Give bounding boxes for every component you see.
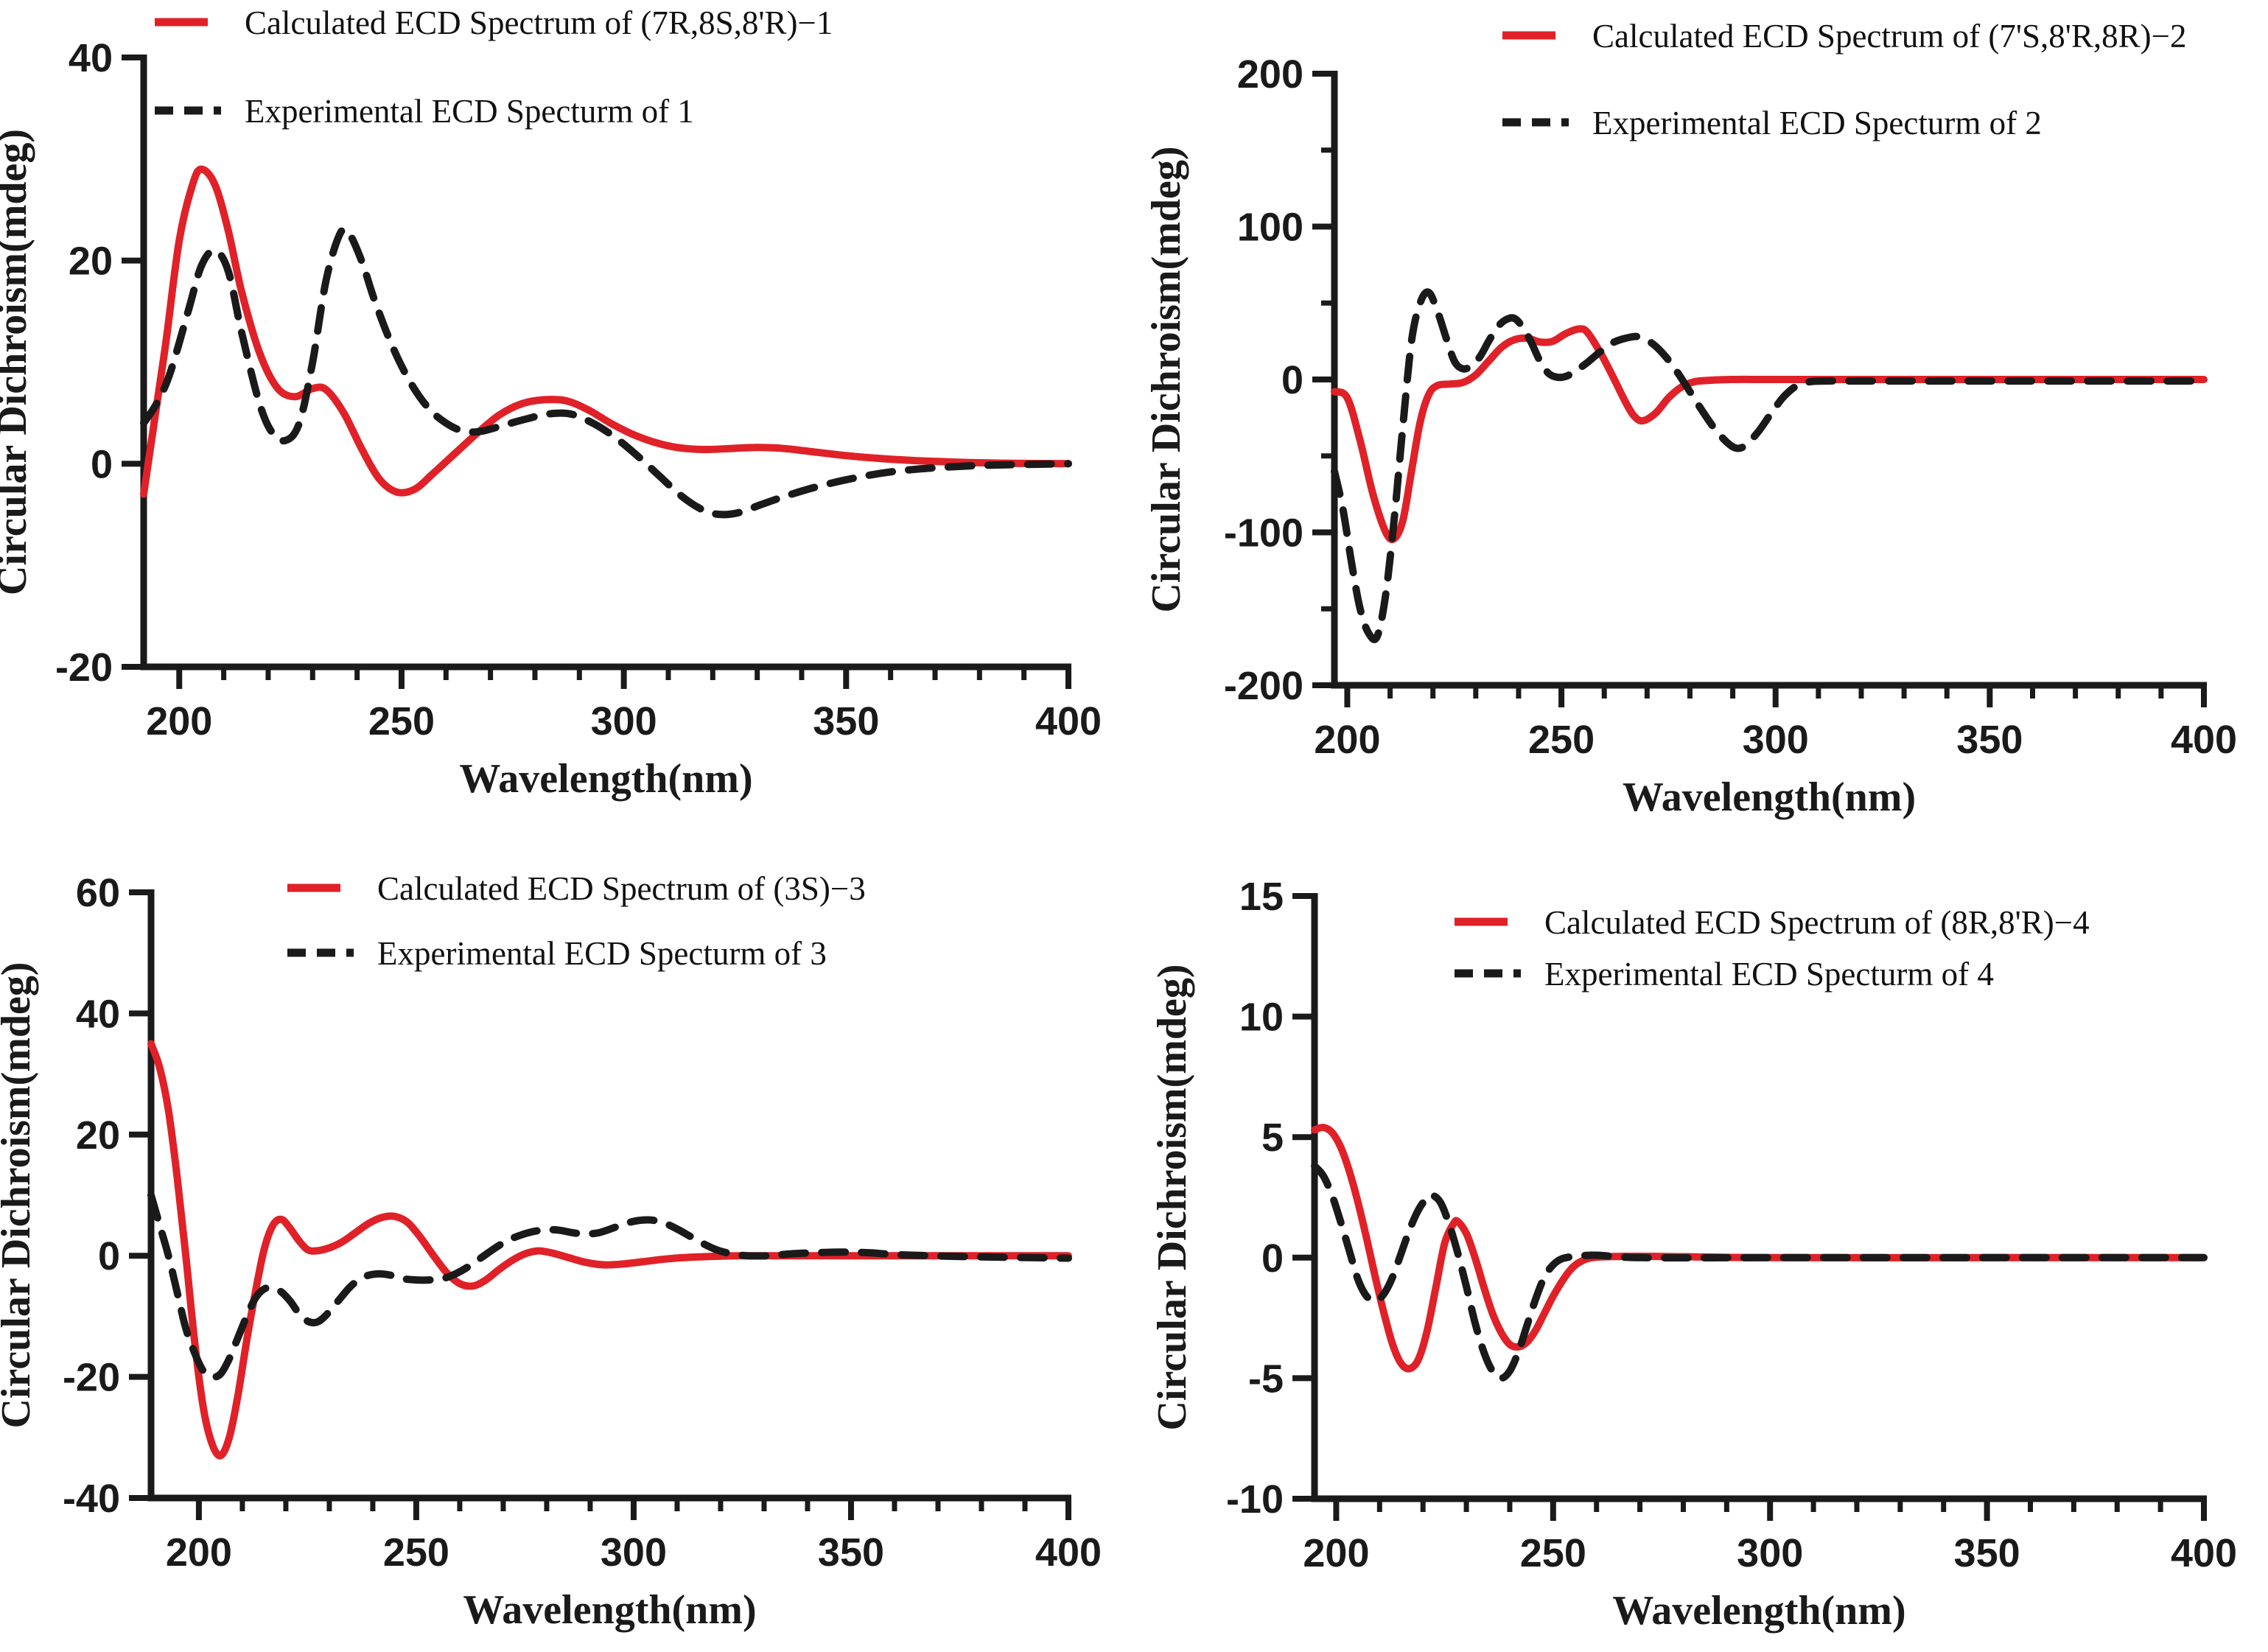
series-experimental — [1331, 288, 2208, 643]
x-tick-label: 350 — [818, 1530, 884, 1575]
y-tick-label: 0 — [1281, 358, 1303, 402]
x-tick-label: 200 — [1314, 718, 1380, 762]
x-tick-label: 300 — [1737, 1531, 1803, 1575]
y-tick-label: -20 — [63, 1356, 120, 1400]
y-tick-label: 20 — [76, 1113, 120, 1158]
y-tick-label: 10 — [1239, 995, 1284, 1040]
y-tick-label: 5 — [1261, 1116, 1284, 1160]
y-tick-label: -20 — [55, 645, 113, 690]
y-tick-label: -200 — [1224, 664, 1303, 708]
x-tick-label: 400 — [1035, 699, 1102, 743]
y-tick-label: 40 — [69, 36, 113, 80]
x-tick-label: 300 — [1743, 718, 1809, 762]
y-tick-label: 60 — [76, 871, 120, 915]
y-tick-label: -40 — [63, 1477, 120, 1521]
series-calculated — [1311, 1124, 2208, 1373]
x-tick-label: 250 — [1520, 1531, 1586, 1575]
x-tick-label: 400 — [2171, 1531, 2237, 1575]
y-tick-label: 15 — [1239, 875, 1284, 919]
x-tick-label: 250 — [383, 1530, 449, 1575]
ecd-chart-4: 200 250 300 350 400 15 10 5 0 -5 -10 Wavelength(nm)… — [1149, 875, 2237, 1634]
x-axis-label: Wavelength(nm) — [463, 1587, 756, 1633]
legend-label-experimental: Experimental ECD Specturm of 1 — [245, 93, 694, 130]
x-tick-label: 250 — [368, 699, 435, 743]
x-tick-label: 200 — [166, 1530, 232, 1575]
x-tick-label: 400 — [1035, 1530, 1102, 1575]
y-tick-label: 0 — [91, 442, 113, 486]
y-tick-label: -10 — [1226, 1477, 1284, 1522]
ecd-panel-3: 200 250 300 350 400 60 40 20 0 -20 -40 Wavelength(n… — [0, 826, 1134, 1652]
y-tick-label: -5 — [1248, 1357, 1284, 1401]
ecd-panel-2: 200 250 300 350 400 200 100 0 -100 -200 Wavelength… — [1134, 0, 2268, 826]
series-experimental — [147, 1191, 1072, 1381]
legend-label-experimental: Experimental ECD Specturm of 2 — [1592, 105, 2042, 141]
ecd-chart-3: 200 250 300 350 4006040200-20-40Wavelength(n… — [0, 870, 1102, 1633]
series-experimental — [1311, 1162, 2208, 1382]
ecd-panel-4: 200 250 300 350 400 15 10 5 0 -5 -10 Wavelength(nm)… — [1134, 826, 2268, 1652]
x-tick-label: 250 — [1528, 718, 1595, 762]
x-tick-label: 350 — [1954, 1531, 2020, 1575]
legend-label-experimental: Experimental ECD Specturm of 3 — [377, 935, 827, 972]
ecd-chart-1: 200 250 300 350 40040200-20Wavelength(nm)Cir… — [0, 4, 1102, 802]
y-axis-label: Circular Dichroism(mdeg) — [1149, 964, 1195, 1430]
ecd-chart-2: 200 250 300 350 400 200 100 0 -100 -200 Wavelength… — [1144, 18, 2237, 820]
x-tick-label: 350 — [1956, 718, 2023, 762]
legend-label-experimental: Experimental ECD Specturm of 4 — [1544, 956, 1994, 993]
legend-label-calculated: Calculated ECD Spectrum of (8R,8'R)−4 — [1544, 904, 2090, 941]
y-tick-label: 200 — [1237, 52, 1303, 97]
x-axis-label: Wavelength(nm) — [1612, 1588, 1905, 1634]
x-tick-label: 300 — [601, 1530, 667, 1575]
legend-label-calculated: Calculated ECD Spectrum of (7R,8S,8'R)−1 — [245, 4, 833, 41]
y-tick-label: 100 — [1237, 206, 1303, 250]
y-axis-label: Circular Dichroism(mdeg) — [0, 129, 35, 595]
y-tick-label: 0 — [98, 1234, 120, 1278]
legend-label-calculated: Calculated ECD Spectrum of (3S)−3 — [377, 870, 866, 907]
x-tick-label: 200 — [1303, 1531, 1369, 1575]
x-tick-label: 300 — [591, 699, 657, 743]
x-axis-label: Wavelength(nm) — [1623, 774, 1916, 820]
series-calculated — [140, 165, 1072, 498]
x-tick-label: 350 — [813, 699, 879, 743]
series-calculated — [1331, 325, 2208, 544]
y-tick-label: 0 — [1261, 1236, 1284, 1281]
legend-label-calculated: Calculated ECD Spectrum of (7'S,8'R,8R)−… — [1592, 18, 2186, 55]
ecd-panel-1: 200 250 300 350 400 40 20 0 -20 Wavelength(nm) Cir… — [0, 0, 1134, 826]
y-tick-label: -100 — [1224, 511, 1303, 556]
y-axis-label: Circular Dichroism(mdeg) — [0, 962, 39, 1428]
series-calculated — [147, 1040, 1072, 1460]
y-axis-label: Circular Dichroism(mdeg) — [1144, 146, 1189, 612]
x-axis-label: Wavelength(nm) — [459, 756, 752, 802]
series-experimental — [140, 225, 1072, 519]
x-tick-label: 400 — [2171, 718, 2237, 762]
x-tick-label: 200 — [146, 699, 212, 743]
y-tick-label: 20 — [69, 239, 113, 284]
y-tick-label: 40 — [76, 992, 120, 1036]
